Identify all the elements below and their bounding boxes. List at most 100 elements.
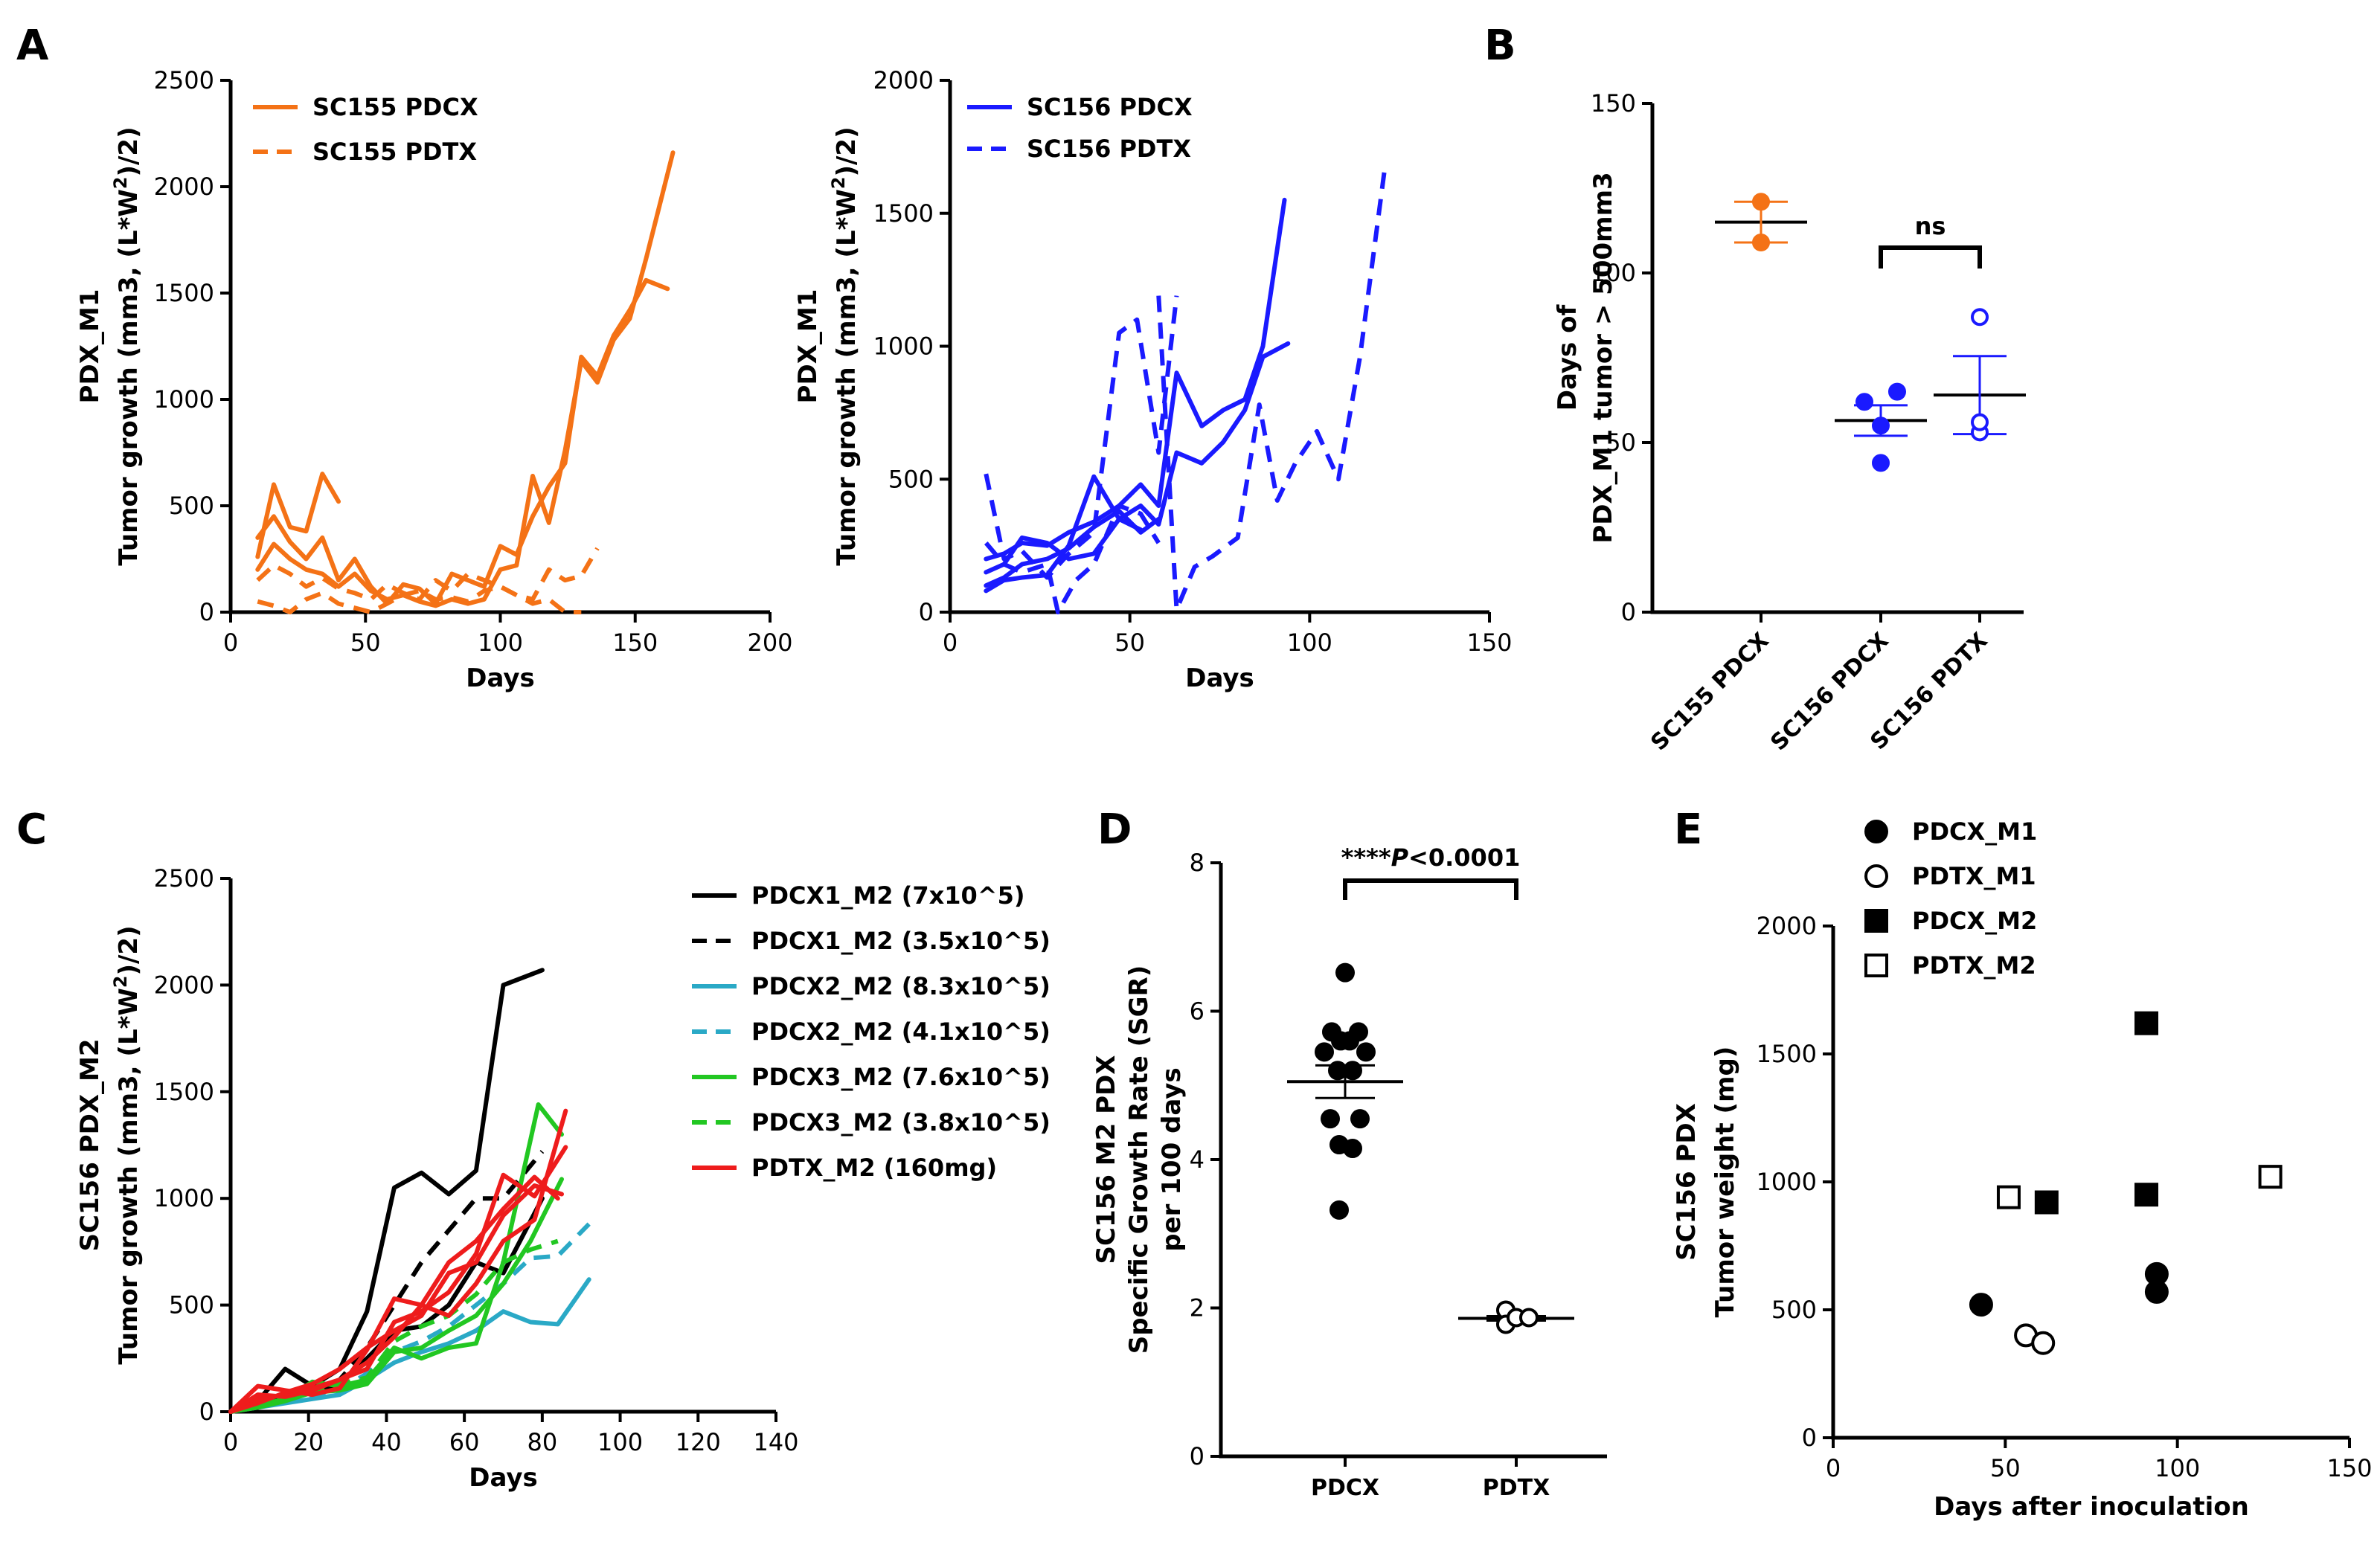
x-tick-label: 200: [747, 628, 792, 657]
series-line: [228, 1174, 560, 1414]
series-line: [984, 295, 1179, 580]
significance-label-part: <0.0001: [1408, 843, 1520, 872]
y-tick-label: 4: [1190, 1145, 1205, 1174]
x-tick-label: 100: [2155, 1454, 2200, 1482]
y-axis-title: Specific Growth Rate (SGR): [1124, 965, 1154, 1354]
y-tick-label: 0: [199, 598, 214, 626]
x-tick-label: 50: [1114, 628, 1145, 657]
x-axis-title: Days: [1185, 663, 1254, 693]
y-tick-label: 1500: [154, 279, 214, 307]
series-line: [255, 277, 670, 606]
x-tick-label: 100: [478, 628, 523, 657]
legend-label: PDCX2_M2 (4.1x10^5): [751, 1017, 1051, 1046]
panel-letter-e: E: [1674, 806, 1702, 854]
significance-bracket: [1343, 878, 1518, 900]
y-tick-label: 500: [1771, 1296, 1817, 1324]
data-point: [1969, 1293, 1993, 1317]
data-point: [1340, 1031, 1359, 1051]
series-line: [257, 584, 582, 614]
x-tick-label: 0: [223, 628, 238, 657]
data-point: [1752, 233, 1770, 251]
data-point: [1872, 417, 1890, 435]
series-line: [984, 341, 1291, 575]
y-axis-title: SC156 PDX: [1672, 1103, 1701, 1261]
y-axis-title: Tumor growth (mm3, (L*W2)/2): [828, 126, 862, 565]
chart-c: 0 500 1000 1500 2000 2500 0 20 40 60 80 100 120 140 Da…: [75, 864, 1051, 1493]
legend-label: PDTX_M1: [1912, 862, 2036, 890]
y-axis-title: Days of: [1553, 304, 1582, 411]
category-label: PDCX: [1311, 1475, 1379, 1501]
x-tick-label: 150: [1466, 628, 1512, 657]
y-tick-label: 2000: [154, 971, 214, 999]
y-tick-label: 50: [1606, 428, 1636, 457]
significance-label: ****P<0.0001: [1341, 843, 1521, 872]
x-tick-label: 150: [2326, 1454, 2372, 1482]
data-point: [1855, 393, 1873, 411]
y-axis-title: SC156 M2 PDX: [1091, 1055, 1121, 1264]
legend-label: PDCX3_M2 (3.8x10^5): [751, 1108, 1051, 1137]
y-axis-title: PDX_M1: [75, 289, 105, 404]
y-tick-label: 2500: [154, 864, 214, 893]
series-line: [228, 968, 545, 1414]
data-point: [1872, 454, 1890, 472]
y-tick-label: 6: [1190, 997, 1205, 1026]
data-point: [1329, 1200, 1349, 1220]
data-point: [1996, 1185, 2021, 1209]
significance-bracket: [1879, 245, 1982, 269]
x-tick-label: 50: [1990, 1454, 2021, 1482]
data-point: [2031, 1331, 2056, 1355]
y-tick-label: 1500: [154, 1078, 214, 1106]
y-tick-label: 1000: [154, 385, 214, 414]
data-point: [1971, 413, 1989, 431]
legend-label: PDCX2_M2 (8.3x10^5): [751, 972, 1051, 1000]
x-axis-title: Days after inoculation: [1934, 1492, 2249, 1522]
x-tick-label: 120: [676, 1428, 721, 1456]
series-line: [984, 474, 1144, 594]
y-axis-title: Tumor growth (mm3, (L*W2)/2): [110, 126, 144, 565]
legend-label: SC155 PDTX: [312, 138, 477, 166]
panel-letter-b: B: [1484, 22, 1516, 70]
significance-label-part: P: [1391, 843, 1409, 872]
y-tick-label: 500: [169, 1291, 214, 1319]
x-tick-label: 140: [753, 1428, 798, 1456]
y-tick-label: 2000: [873, 66, 934, 94]
y-tick-label: 1500: [873, 199, 934, 228]
data-point: [1343, 1061, 1362, 1081]
series-line: [1156, 165, 1388, 612]
y-tick-label: 100: [1591, 259, 1636, 287]
legend-label: SC155 PDCX: [312, 93, 478, 121]
x-tick-label: 60: [449, 1428, 480, 1456]
legend-marker: [1864, 864, 1888, 888]
panel-letter-a: A: [16, 22, 49, 70]
x-tick-label: 0: [1826, 1454, 1841, 1482]
y-tick-label: 0: [1802, 1424, 1817, 1452]
legend-marker: [1864, 909, 1888, 933]
y-tick-label: 2000: [154, 173, 214, 201]
chart-e: 0 500 1000 1500 2000 0 50 100 150 Days after inoc…: [1672, 817, 2373, 1522]
chart-a1: 0 500 1000 1500 2000 2500 0 50 100 150 200 Days PDX_…: [75, 66, 793, 693]
x-tick-label: 0: [223, 1428, 238, 1456]
category-label: SC155 PDCX: [1646, 628, 1774, 756]
x-tick-label: 50: [350, 628, 381, 657]
data-point: [2144, 1279, 2169, 1304]
y-tick-label: 2000: [1757, 912, 1817, 940]
significance-label: ns: [1915, 212, 1946, 240]
data-point: [1335, 962, 1355, 983]
y-tick-label: 150: [1591, 89, 1636, 118]
x-tick-label: 150: [612, 628, 658, 657]
series-line: [228, 1177, 564, 1414]
data-point: [1356, 1042, 1376, 1062]
x-tick-label: 20: [293, 1428, 324, 1456]
y-tick-label: 0: [1190, 1442, 1205, 1470]
data-point: [1971, 308, 1989, 327]
chart-d: 0 2 4 6 8 SC156 M2 PDX Specific Growth Rate (S…: [1091, 843, 1607, 1501]
data-point: [2034, 1190, 2059, 1215]
data-point: [2134, 1183, 2159, 1207]
significance-label-part: ****: [1341, 843, 1391, 872]
legend-label: PDCX3_M2 (7.6x10^5): [751, 1063, 1051, 1091]
legend-label: PDCX1_M2 (7x10^5): [751, 881, 1024, 910]
x-axis-title: Days: [466, 663, 535, 693]
x-axis-title: Days: [469, 1463, 538, 1493]
